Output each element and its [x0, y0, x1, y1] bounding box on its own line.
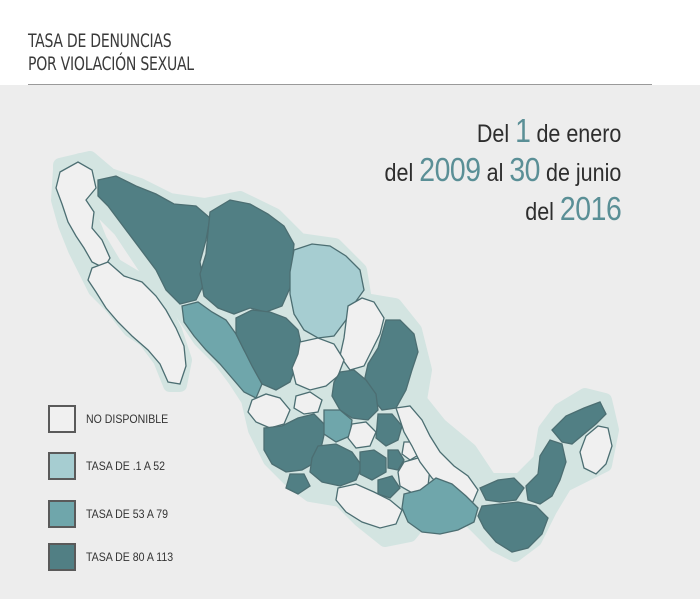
legend-item-no-data: NO DISPONIBLE — [48, 405, 348, 437]
date-end-day: 30 — [508, 151, 540, 188]
state-cdmx — [387, 449, 405, 471]
state-aguascalientes — [293, 391, 323, 415]
legend-swatch — [48, 452, 76, 480]
page-title-line-1: TASA DE DENUNCIAS — [28, 30, 172, 52]
legend-label: NO DISPONIBLE — [86, 412, 169, 426]
state-chihuahua — [199, 199, 295, 315]
legend-item-mid: TASA DE 53 A 79 — [48, 500, 348, 532]
state-quintana-roo — [579, 425, 613, 475]
legend-label: TASA DE 53 A 79 — [86, 507, 168, 521]
state-sinaloa — [181, 301, 263, 399]
date-text: del — [384, 159, 419, 187]
state-campeche — [525, 439, 567, 505]
state-zacatecas — [291, 337, 345, 391]
date-text: del — [524, 198, 560, 226]
state-michoacan — [309, 443, 363, 487]
legend-item-high: TASA DE 80 A 113 — [48, 543, 348, 575]
date-line-3: del 2016 — [384, 190, 622, 230]
state-morelos — [377, 475, 401, 499]
date-start-day: 1 — [514, 112, 531, 149]
date-start-year: 2009 — [418, 151, 481, 188]
state-yucatan — [551, 401, 607, 445]
date-end-year: 2016 — [559, 190, 622, 227]
date-line-2: del 2009 al 30 de junio — [384, 152, 621, 191]
legend-label: TASA DE .1 A 52 — [86, 459, 166, 473]
state-sonora — [97, 175, 211, 305]
state-queretaro — [347, 421, 377, 449]
date-text: al — [480, 159, 509, 187]
legend-label: TASA DE 80 A 113 — [86, 550, 174, 564]
date-line-1: Del 1 de enero — [384, 113, 621, 152]
legend-item-low: TASA DE .1 A 52 — [48, 452, 348, 484]
state-nuevo-leon — [339, 297, 385, 371]
date-range: Del 1 de enero del 2009 al 30 de junio d… — [384, 113, 621, 230]
state-tabasco — [479, 477, 525, 503]
state-chiapas — [477, 501, 549, 553]
state-tamaulipas — [363, 319, 419, 411]
state-san-luis-potosi — [331, 369, 379, 421]
state-guerrero — [335, 483, 403, 529]
state-nayarit — [247, 393, 291, 429]
legend-swatch — [48, 405, 76, 433]
state-baja-california — [55, 161, 111, 269]
title-divider — [28, 84, 652, 85]
header: TASA DE DENUNCIAS POR VIOLACIÓN SEXUAL — [0, 0, 700, 85]
page-title-line-2: POR VIOLACIÓN SEXUAL — [28, 53, 194, 75]
legend-swatch — [48, 500, 76, 528]
state-colima — [285, 473, 311, 495]
state-baja-california-sur — [87, 261, 187, 385]
state-hidalgo — [375, 413, 403, 447]
state-mexico — [359, 449, 387, 481]
date-text: Del — [476, 120, 515, 148]
date-text: de enero — [530, 120, 621, 148]
legend-swatch — [48, 543, 76, 571]
state-oaxaca — [401, 477, 479, 535]
state-veracruz — [395, 405, 479, 505]
date-text: de junio — [539, 159, 621, 187]
